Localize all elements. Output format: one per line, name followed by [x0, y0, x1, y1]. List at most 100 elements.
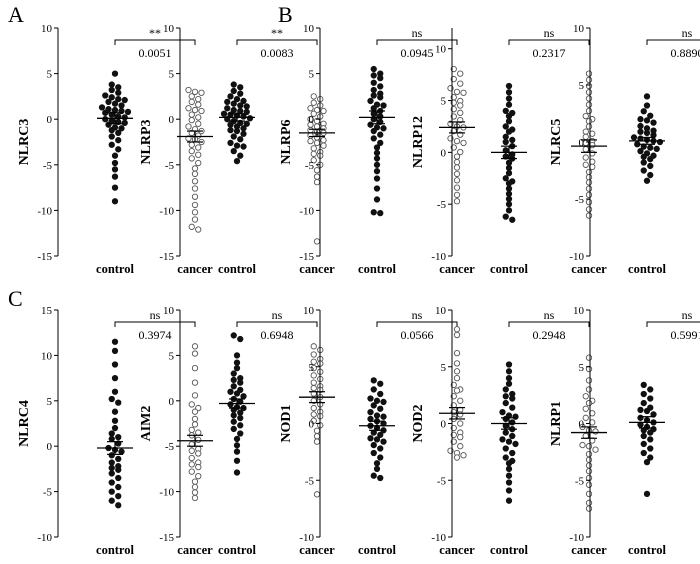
significance-label: ** [271, 26, 283, 40]
data-point-control [505, 497, 513, 504]
y-tick-label: 5 [47, 396, 53, 408]
data-point-cancer [195, 114, 202, 121]
data-point-cancer [195, 226, 202, 233]
data-point-control [111, 184, 119, 191]
data-point-control [505, 479, 513, 486]
y-tick-label: -5 [437, 475, 447, 487]
data-point-control [227, 93, 234, 100]
data-point-control [373, 412, 381, 419]
y-tick-label: 5 [579, 362, 585, 374]
data-point-control [505, 169, 513, 177]
y-tick-label: -10 [299, 205, 314, 217]
data-point-cancer [188, 468, 195, 475]
data-point-cancer [585, 490, 593, 498]
data-point-control [656, 138, 664, 146]
data-point-cancer [579, 441, 586, 449]
data-point-cancer [457, 433, 464, 441]
data-point-cancer [310, 93, 317, 100]
data-point-control [373, 185, 381, 192]
x-category-label-control: control [96, 262, 134, 276]
data-point-control [377, 94, 384, 101]
data-point-control [502, 399, 509, 407]
data-point-control [505, 95, 513, 102]
data-point-control [237, 430, 244, 437]
y-tick-label: 0 [441, 419, 447, 431]
y-tick-label: 0 [169, 396, 175, 408]
y-tick-label: -5 [305, 160, 315, 172]
data-point-control [367, 395, 374, 402]
p-value-label: 0.2317 [533, 46, 566, 60]
data-point-control [373, 149, 381, 157]
data-point-control [243, 103, 250, 110]
data-point-cancer [453, 164, 461, 171]
y-axis-label: NLRC4 [17, 400, 32, 447]
data-point-control [512, 440, 519, 448]
significance-bracket [508, 39, 590, 45]
data-point-cancer [195, 144, 202, 151]
data-point-control [502, 386, 509, 393]
data-point-control [643, 490, 651, 498]
data-point-cancer [457, 397, 464, 404]
data-point-control [509, 216, 516, 223]
data-point-control [643, 458, 651, 466]
data-point-cancer [585, 456, 593, 463]
data-point-control [502, 133, 509, 140]
x-category-label-cancer: cancer [571, 262, 607, 276]
data-point-control [502, 107, 509, 115]
data-point-control [370, 209, 377, 216]
data-point-cancer [585, 206, 593, 213]
y-tick-label: -15 [159, 532, 174, 544]
data-point-control [237, 90, 244, 97]
y-tick-label: -5 [43, 160, 53, 172]
data-point-control [502, 393, 509, 400]
data-point-control [111, 173, 119, 180]
data-point-control [111, 100, 119, 107]
y-axis-label: AIM2 [139, 406, 154, 442]
data-point-control [233, 469, 241, 476]
data-point-control [233, 364, 241, 372]
y-tick-label: -5 [305, 475, 315, 487]
y-axis-label: NLRC5 [549, 119, 564, 166]
data-point-cancer [310, 358, 317, 365]
data-point-cancer [185, 105, 192, 112]
data-point-control [509, 449, 516, 457]
data-point-control [227, 388, 234, 395]
data-point-cancer [585, 462, 593, 469]
x-category-label-control: control [490, 262, 528, 276]
data-point-control [115, 492, 122, 500]
data-point-cancer [313, 178, 321, 186]
data-point-cancer [453, 158, 461, 166]
data-point-cancer [453, 184, 461, 191]
y-axis-label: NOD1 [279, 404, 294, 442]
data-point-cancer [188, 147, 195, 155]
data-point-control [115, 84, 122, 91]
data-point-control [380, 102, 387, 109]
data-point-cancer [310, 157, 317, 164]
data-point-cancer [198, 107, 205, 115]
data-point-control [102, 92, 109, 99]
data-point-cancer [310, 99, 317, 106]
y-tick-label: -10 [569, 251, 584, 263]
data-point-cancer [453, 360, 461, 367]
data-point-control [643, 102, 651, 109]
data-point-control [640, 449, 647, 457]
data-point-control [115, 399, 122, 406]
data-point-control [370, 449, 377, 457]
data-point-control [108, 459, 115, 466]
data-point-cancer [191, 193, 199, 200]
data-point-cancer [453, 374, 461, 382]
data-point-control [108, 452, 115, 459]
data-point-control [115, 89, 122, 96]
y-tick-label: 5 [579, 80, 585, 92]
data-point-control [637, 116, 644, 123]
data-point-control [367, 408, 374, 416]
data-point-control [111, 159, 119, 167]
x-category-label-cancer: cancer [177, 543, 213, 557]
data-point-control [377, 139, 384, 147]
data-point-cancer [191, 364, 199, 372]
data-point-control [637, 414, 644, 421]
data-point-control [111, 361, 119, 368]
data-point-cancer [195, 101, 202, 108]
data-point-cancer [191, 392, 199, 399]
data-point-control [233, 158, 241, 165]
